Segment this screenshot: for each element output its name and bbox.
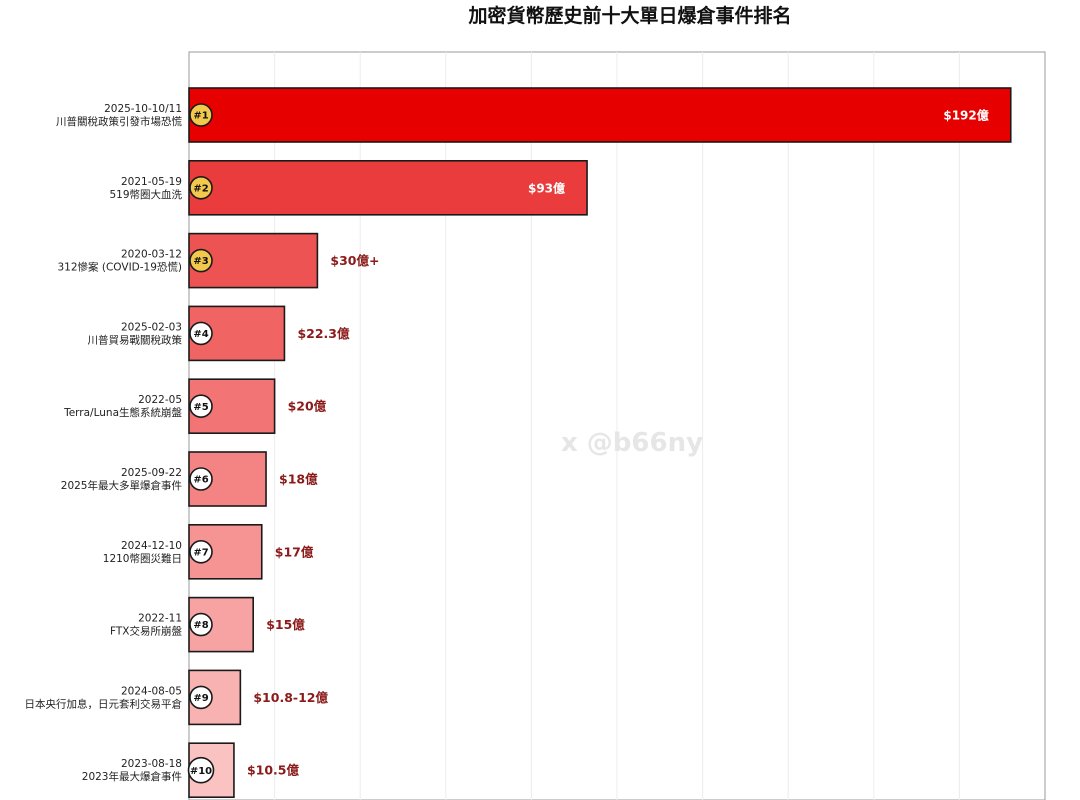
category-date: 2025-09-22 [121,467,182,479]
category-label: 川普關稅政策引發市場恐慌 [56,115,182,128]
category-label: 日本央行加息，日元套利交易平倉 [25,697,183,710]
category-date: 2020-03-12 [121,249,182,261]
rank-label: #10 [190,766,212,777]
rank-badge [189,321,213,346]
category-date: 2025-02-03 [121,321,182,333]
category-date: 2022-05 [138,394,182,406]
rank-label: #5 [193,402,208,413]
rank-badge [189,176,213,200]
rank-badge [189,467,213,491]
rank-label: #1 [193,111,208,122]
rank-badge [189,539,213,564]
rank-badge [189,612,213,637]
category-date: 2024-08-05 [121,685,182,697]
data-label: $22.3億 [297,326,350,341]
category-label: Terra/Luna生態系統崩盤 [63,406,182,419]
rank-label: #3 [193,256,208,267]
bar [188,87,1012,143]
category-label: 2023年最大爆倉事件 [82,770,182,783]
rank-label: #6 [193,475,208,486]
chart-title: 加密貨幣歷史前十大單日爆倉事件排名 [467,4,791,27]
category-label: 519幣圈大血洗 [109,188,182,201]
rank-label: #8 [193,620,208,631]
category-date: 2024-12-10 [121,540,182,552]
data-label: $18億 [279,472,318,487]
watermark: x @b66ny [561,428,703,458]
rank-badge [189,394,213,419]
category-label: 312慘案 (COVID-19恐慌) [58,261,183,274]
rank-badge [189,248,213,273]
category-date: 2022-11 [138,613,182,625]
category-label: 川普貿易戰關稅政策 [88,333,183,346]
data-label: $192億 [943,108,988,123]
data-label: $30億+ [330,253,379,268]
category-label: 2025年最大多單爆倉事件 [61,479,182,492]
data-label: $20億 [288,399,327,414]
rank-badge [189,685,213,710]
category-date: 2025-10-10/11 [104,103,182,115]
rank-label: #2 [193,183,208,194]
rank-label: #9 [193,693,208,704]
rank-badge [189,103,213,127]
data-label: $15億 [266,617,305,632]
rank-label: #7 [193,547,208,558]
category-date: 2023-08-18 [121,758,182,770]
rank-badge [187,756,215,784]
category-label: 1210幣圈災難日 [103,552,182,565]
category-date: 2021-05-19 [121,176,182,188]
data-label: $10.8-12億 [253,690,328,705]
data-label: $17億 [275,544,314,559]
data-label: $10.5億 [247,763,300,778]
rank-label: #4 [193,329,208,340]
category-label: FTX交易所崩盤 [110,625,182,638]
data-label: $93億 [528,180,565,195]
bar [188,160,588,216]
